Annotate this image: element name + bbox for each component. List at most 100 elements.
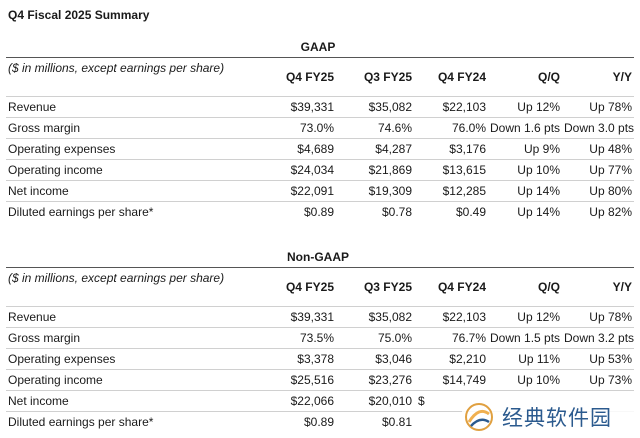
nongaap-col-header: Q4 FY24 [437,280,486,294]
nongaap-col-header: Q3 FY25 [363,280,412,294]
cell: Up 73% [562,369,634,391]
table-row: Operating income $24,034 $21,869 $13,615… [6,159,634,181]
gaap-col-header: Q3 FY25 [363,70,412,84]
nongaap-col-header: Y/Y [612,280,632,294]
cell: 76.7% [414,327,488,349]
cell: $3,378 [268,348,336,370]
row-label: Operating expenses [6,348,268,370]
table-row: Gross margin 73.0% 74.6% 76.0% Down 1.6 … [6,117,634,139]
cell: Up 11% [488,348,562,370]
row-label: Net income [6,180,268,202]
cell: $3,046 [336,348,414,370]
cell: 74.6% [336,117,414,139]
cell: $25,516 [268,369,336,391]
cell: Up 48% [562,138,634,160]
gaap-col-header: Q4 FY25 [285,70,334,84]
cell: $22,103 [414,306,488,328]
cell: Down 3.2 pts [562,327,634,349]
row-label: Gross margin [6,327,268,349]
cell: Down 1.5 pts [488,327,562,349]
cell: 73.5% [268,327,336,349]
cell: $20,010 [336,390,414,412]
gaap-heading: GAAP [300,40,336,54]
cell: Up 82% [562,201,634,222]
row-label: Gross margin [6,117,268,139]
cell: Up 78% [562,306,634,328]
cell: $39,331 [268,96,336,118]
cell: Up 9% [488,138,562,160]
row-label: Operating income [6,159,268,181]
cell: $21,869 [336,159,414,181]
cell: $35,082 [336,306,414,328]
watermark-logo-icon [465,403,493,431]
cell: Up 77% [562,159,634,181]
watermark: 经典软件园 [462,398,638,436]
gaap-header-row: ($ in millions, except earnings per shar… [6,58,634,97]
gaap-table: ($ in millions, except earnings per shar… [6,58,634,222]
row-label: Diluted earnings per share* [6,201,268,222]
table-row: Net income $22,091 $19,309 $12,285 Up 14… [6,180,634,202]
cell: $0.78 [336,201,414,222]
gaap-top-rule [6,57,634,58]
table-row: Revenue $39,331 $35,082 $22,103 Up 12% U… [6,96,634,118]
gaap-col-header: Q/Q [537,70,560,84]
cell: Down 3.0 pts [562,117,634,139]
cell: $24,034 [268,159,336,181]
cell: $2,210 [414,348,488,370]
row-label: Operating expenses [6,138,268,160]
nongaap-table: ($ in millions, except earnings per shar… [6,268,634,432]
cell: $22,103 [414,96,488,118]
gaap-col-header: Q4 FY24 [437,70,486,84]
cell: Up 10% [488,159,562,181]
nongaap-col-header: Q4 FY25 [285,280,334,294]
cell: Up 10% [488,369,562,391]
cell: $0.89 [268,411,336,432]
page-title: Q4 Fiscal 2025 Summary [8,8,150,22]
cell: Up 12% [488,306,562,328]
nongaap-header-row: ($ in millions, except earnings per shar… [6,268,634,307]
cell: Up 14% [488,201,562,222]
cell: Up 53% [562,348,634,370]
nongaap-top-rule [6,267,634,268]
cell: $3,176 [414,138,488,160]
nongaap-units-note: ($ in millions, except earnings per shar… [8,271,225,285]
watermark-text: 经典软件园 [502,406,612,430]
table-row: Operating expenses $4,689 $4,287 $3,176 … [6,138,634,160]
cell: Up 80% [562,180,634,202]
row-label: Operating income [6,369,268,391]
table-row: Diluted earnings per share* $0.89 $0.78 … [6,201,634,222]
row-label: Revenue [6,306,268,328]
row-label: Revenue [6,96,268,118]
cell: $19,309 [336,180,414,202]
table-row: Gross margin 73.5% 75.0% 76.7% Down 1.5 … [6,327,634,349]
cell: $35,082 [336,96,414,118]
gaap-units-note: ($ in millions, except earnings per shar… [8,61,225,75]
gaap-col-header: Y/Y [612,70,632,84]
table-row: Operating income $25,516 $23,276 $14,749… [6,369,634,391]
row-label: Diluted earnings per share* [6,411,268,432]
nongaap-col-header: Q/Q [537,280,560,294]
cell: Up 14% [488,180,562,202]
cell: $14,749 [414,369,488,391]
cell: $13,615 [414,159,488,181]
nongaap-heading: Non-GAAP [287,250,349,264]
cell: $23,276 [336,369,414,391]
cell: $0.81 [336,411,414,432]
cell: $0.89 [268,201,336,222]
table-row: Revenue $39,331 $35,082 $22,103 Up 12% U… [6,306,634,328]
cell: $22,091 [268,180,336,202]
cell: Up 78% [562,96,634,118]
cell: $0.49 [414,201,488,222]
cell: $39,331 [268,306,336,328]
cell: 76.0% [414,117,488,139]
table-row: Operating expenses $3,378 $3,046 $2,210 … [6,348,634,370]
row-label: Net income [6,390,268,412]
cell: 73.0% [268,117,336,139]
cell: Down 1.6 pts [488,117,562,139]
cell: 75.0% [336,327,414,349]
cell: Up 12% [488,96,562,118]
cell: $4,287 [336,138,414,160]
cell: $4,689 [268,138,336,160]
cell: $12,285 [414,180,488,202]
cell: $22,066 [268,390,336,412]
